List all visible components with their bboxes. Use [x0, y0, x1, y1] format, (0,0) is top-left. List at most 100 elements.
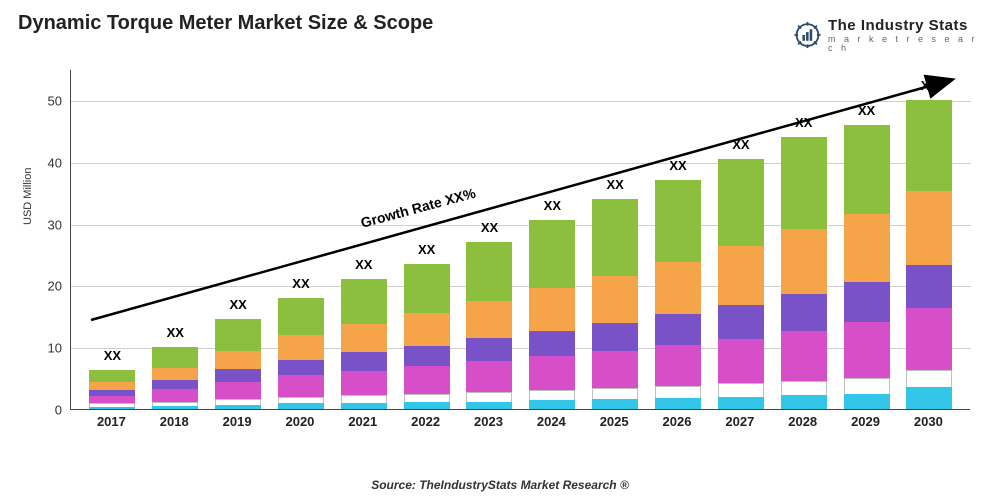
bar-segment — [655, 262, 701, 315]
bar-segment — [844, 394, 890, 409]
bar-segment — [906, 265, 952, 308]
y-tick-label: 0 — [22, 403, 62, 418]
bar-value-label: XX — [271, 276, 331, 291]
x-tick-label: 2029 — [843, 414, 889, 429]
bar-value-label: XX — [82, 348, 142, 363]
bar-segment — [592, 323, 638, 351]
bar-group: XX — [529, 220, 575, 409]
bar-group: XX — [844, 125, 890, 409]
bar-segment — [215, 369, 261, 381]
bar-value-label: XX — [837, 103, 897, 118]
bar-segment — [278, 403, 324, 409]
x-tick-label: 2028 — [780, 414, 826, 429]
logo-text-main: The Industry Stats — [828, 18, 978, 33]
y-tick-label: 10 — [22, 341, 62, 356]
bar-stack — [278, 298, 324, 409]
bar-segment — [341, 371, 387, 396]
bar-segment — [89, 370, 135, 382]
x-tick-label: 2024 — [528, 414, 574, 429]
bar-segment — [89, 382, 135, 389]
bar-segment — [844, 322, 890, 378]
bar-segment — [152, 380, 198, 389]
bar-segment — [341, 279, 387, 324]
bar-value-label: XX — [208, 297, 268, 312]
bar-group: XX — [152, 347, 198, 409]
bar-segment — [278, 397, 324, 404]
bar-group: XX — [215, 319, 261, 409]
bar-segment — [529, 356, 575, 390]
bar-segment — [781, 395, 827, 409]
bar-segment — [529, 390, 575, 400]
bar-segment — [278, 375, 324, 397]
x-tick-label: 2023 — [465, 414, 511, 429]
bar-stack — [844, 125, 890, 409]
bar-segment — [466, 402, 512, 409]
x-tick-label: 2030 — [905, 414, 951, 429]
bar-stack — [718, 159, 764, 409]
bar-stack — [215, 319, 261, 409]
bar-segment — [404, 313, 450, 346]
bar-value-label: XX — [459, 220, 519, 235]
bar-segment — [906, 191, 952, 265]
chart-area: USD Million XXXXXXXXXXXXXXXXXXXXXXXXXXXX… — [70, 70, 970, 440]
bar-segment — [844, 378, 890, 394]
bar-segment — [404, 366, 450, 394]
bar-segment — [906, 100, 952, 191]
bar-segment — [592, 276, 638, 323]
bar-segment — [781, 229, 827, 294]
bar-segment — [906, 387, 952, 409]
bar-segment — [466, 361, 512, 392]
x-tick-label: 2026 — [654, 414, 700, 429]
x-axis-labels: 2017201820192020202120222023202420252026… — [70, 414, 970, 429]
y-tick-label: 20 — [22, 279, 62, 294]
bar-group: XX — [655, 180, 701, 409]
bar-stack — [89, 370, 135, 409]
bar-segment — [466, 338, 512, 361]
bar-segment — [906, 308, 952, 370]
bar-segment — [341, 352, 387, 371]
bar-stack — [404, 264, 450, 409]
bar-group: XX — [592, 199, 638, 409]
bar-segment — [844, 125, 890, 215]
plot-region: XXXXXXXXXXXXXXXXXXXXXXXXXXXX Growth Rate… — [70, 70, 970, 410]
bar-group: XX — [781, 137, 827, 409]
bar-value-label: XX — [711, 137, 771, 152]
bar-segment — [655, 398, 701, 409]
bar-segment — [215, 351, 261, 370]
bar-value-label: XX — [522, 198, 582, 213]
x-tick-label: 2021 — [340, 414, 386, 429]
bar-segment — [844, 214, 890, 282]
bar-segment — [341, 403, 387, 409]
bar-value-label: XX — [774, 115, 834, 130]
bar-group: XX — [718, 159, 764, 409]
page-title: Dynamic Torque Meter Market Size & Scope — [18, 12, 433, 35]
bar-segment — [592, 351, 638, 388]
bar-segment — [592, 399, 638, 409]
y-tick-label: 50 — [22, 93, 62, 108]
bar-segment — [592, 388, 638, 399]
bar-stack — [529, 220, 575, 409]
y-tick-label: 40 — [22, 155, 62, 170]
bar-group: XX — [89, 370, 135, 409]
bar-segment — [844, 282, 890, 322]
bar-segment — [781, 294, 827, 331]
bar-segment — [592, 199, 638, 276]
source-attribution: Source: TheIndustryStats Market Research… — [0, 478, 1000, 492]
bar-segment — [341, 395, 387, 402]
bar-stack — [906, 100, 952, 409]
x-tick-label: 2020 — [277, 414, 323, 429]
bar-segment — [152, 406, 198, 409]
bar-stack — [592, 199, 638, 409]
bar-stack — [152, 347, 198, 409]
bar-segment — [466, 242, 512, 301]
bar-segment — [466, 301, 512, 338]
bar-segment — [278, 360, 324, 375]
x-tick-label: 2025 — [591, 414, 637, 429]
x-tick-label: 2017 — [88, 414, 134, 429]
bar-segment — [466, 392, 512, 401]
bar-group: XX — [404, 264, 450, 409]
bars-container: XXXXXXXXXXXXXXXXXXXXXXXXXXXX — [71, 69, 971, 409]
bar-segment — [278, 335, 324, 360]
bar-segment — [718, 246, 764, 305]
bar-segment — [152, 368, 198, 380]
